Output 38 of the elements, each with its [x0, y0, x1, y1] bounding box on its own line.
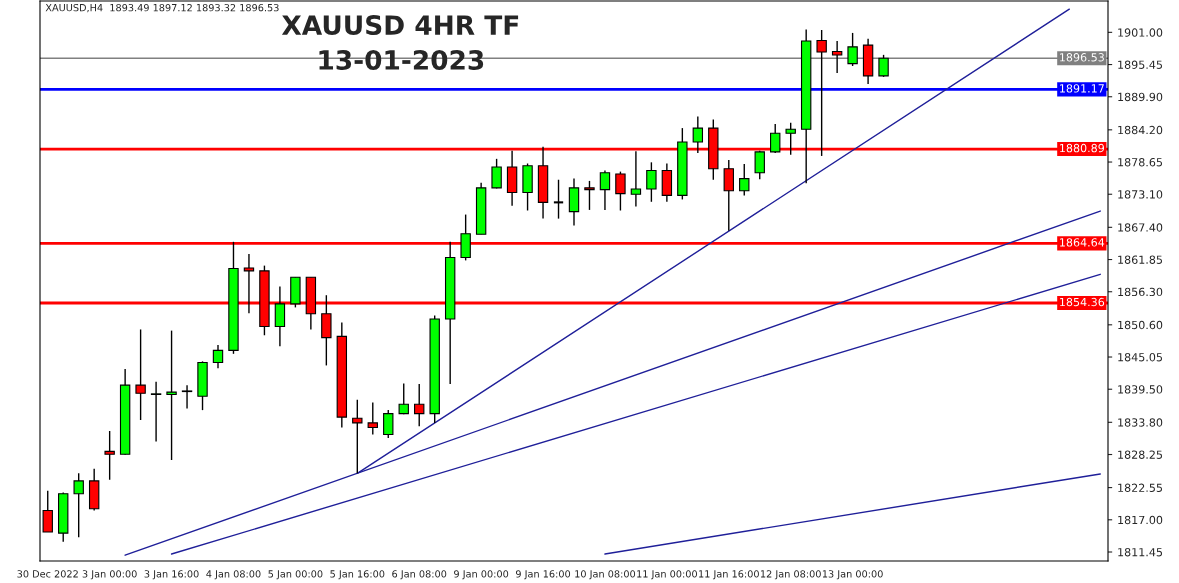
- y-tick-label: 1889.90: [1118, 92, 1163, 102]
- y-tick-label: 1895.45: [1118, 60, 1162, 69]
- x-tick-label: 6 Jan 08:00: [392, 570, 447, 580]
- x-tick-label: 4 Jan 08:00: [206, 570, 261, 580]
- ref-line-label: 1864.64: [1060, 238, 1105, 247]
- y-tick-label: 1817.00: [1118, 515, 1163, 525]
- x-tick-label: 5 Jan 16:00: [330, 570, 385, 580]
- x-tick-label: 11 Jan 00:00: [637, 570, 697, 580]
- y-tick-label: 1839.50: [1118, 385, 1163, 394]
- ref-line-label: 1880.89: [1060, 143, 1105, 153]
- ref-line-label: 1891.17: [1060, 84, 1104, 93]
- annotation: XAUUSD,H4 1893.49 1897.12 1893.32 1896.53: [45, 3, 279, 13]
- y-tick-label: 1878.65: [1118, 158, 1162, 167]
- y-tick-label: 1884.20: [1118, 125, 1163, 135]
- ref-line-label: 1854.36: [1060, 297, 1105, 307]
- x-tick-label: 5 Jan 00:00: [268, 570, 323, 580]
- y-tick-label: 1822.55: [1118, 483, 1162, 492]
- y-tick-label: 1901.00: [1118, 28, 1163, 37]
- x-tick-label: 9 Jan 00:00: [454, 570, 509, 580]
- y-tick-label: 1850.60: [1118, 320, 1163, 330]
- x-tick-label: 9 Jan 16:00: [515, 570, 571, 580]
- y-tick-label: 1856.30: [1118, 287, 1163, 297]
- ref-line-label: 1896.53: [1060, 53, 1104, 62]
- chart-title: XAUUSD 4HR TF: [281, 15, 519, 35]
- y-tick-label: 1861.85: [1118, 255, 1162, 264]
- x-tick-label: 13 Jan 00:00: [822, 570, 883, 580]
- x-tick-label: 11 Jan 16:00: [699, 570, 759, 580]
- x-tick-label: 12 Jan 08:00: [760, 570, 821, 580]
- x-tick-label: 10 Jan 08:00: [575, 570, 636, 580]
- x-tick-label: 3 Jan 16:00: [144, 570, 199, 580]
- y-tick-label: 1833.80: [1118, 418, 1163, 427]
- y-tick-label: 1867.40: [1118, 223, 1163, 232]
- y-tick-label: 1828.25: [1118, 450, 1162, 459]
- y-tick-label: 1845.05: [1118, 353, 1162, 362]
- x-tick-label: 30 Dec 2022: [17, 570, 78, 578]
- y-tick-label: 1811.45: [1118, 547, 1162, 557]
- y-tick-label: 1873.10: [1118, 190, 1163, 199]
- x-tick-label: 3 Jan 00:00: [82, 570, 137, 580]
